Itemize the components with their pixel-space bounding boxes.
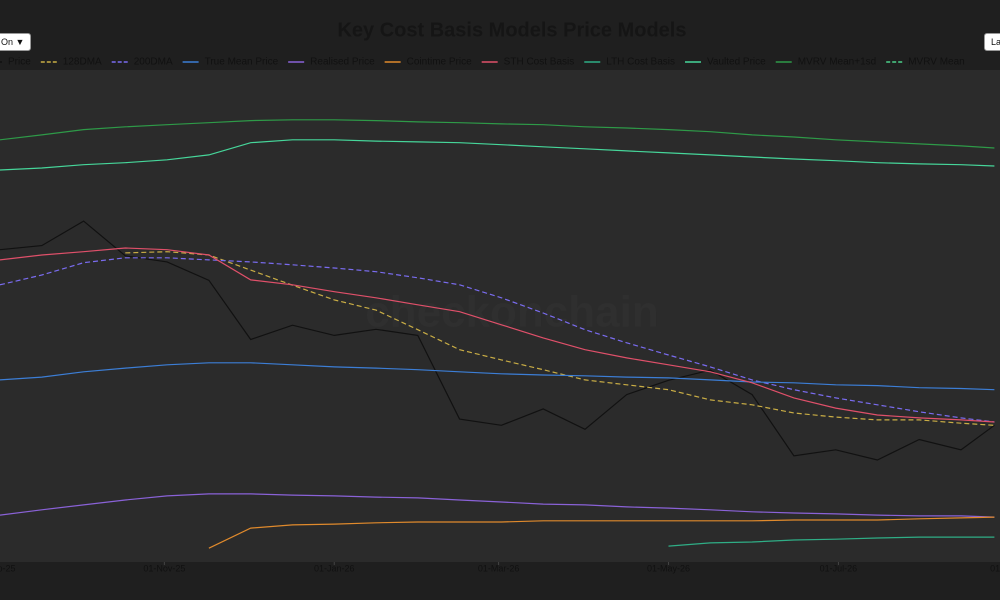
series-line bbox=[208, 516, 995, 549]
series-line bbox=[0, 257, 995, 423]
plot-area bbox=[0, 70, 1000, 562]
legend-label: True Mean Price bbox=[205, 57, 279, 68]
legend-label: MVRV Mean bbox=[908, 57, 965, 68]
legend-label: MVRV Mean+1sd bbox=[798, 57, 876, 68]
legend-label: 128DMA bbox=[63, 57, 102, 68]
series-line bbox=[0, 247, 995, 423]
series-line bbox=[0, 493, 995, 518]
series-line bbox=[0, 362, 995, 391]
x-tick-label: 01-May-26 bbox=[647, 563, 690, 573]
legend-label: 200DMA bbox=[134, 57, 173, 68]
dropdown-text: On bbox=[1, 37, 14, 47]
watermark: checkonchain bbox=[365, 288, 658, 337]
x-tick-label: 01-Jul-26 bbox=[820, 563, 858, 573]
dropdown-right[interactable]: La bbox=[984, 33, 1000, 51]
legend-label: Realised Price bbox=[310, 57, 375, 68]
legend-label: STH Cost Basis bbox=[504, 57, 575, 68]
dropdown-left[interactable]: On ▼ bbox=[0, 33, 32, 51]
dropdown-text: La bbox=[991, 37, 1000, 47]
series-line bbox=[668, 536, 995, 547]
x-tick-label: 01-Nov-25 bbox=[143, 563, 185, 573]
series-line bbox=[0, 119, 995, 149]
series-line bbox=[0, 139, 995, 171]
x-tick-label: 01-Sep-25 bbox=[0, 563, 15, 573]
x-tick-label: 01-Jan-26 bbox=[314, 563, 355, 573]
legend-label: Cointime Price bbox=[407, 57, 472, 68]
legend-label: Price bbox=[8, 57, 31, 68]
legend-label: LTH Cost Basis bbox=[606, 57, 675, 68]
x-tick-label: 01-Mar-26 bbox=[478, 563, 520, 573]
series-line bbox=[0, 220, 995, 461]
legend-label: Vaulted Price bbox=[707, 57, 766, 68]
chart-title: Key Cost Basis Models Price Models bbox=[337, 19, 686, 41]
x-tick-label: 01-Sep-26 bbox=[990, 563, 1000, 573]
